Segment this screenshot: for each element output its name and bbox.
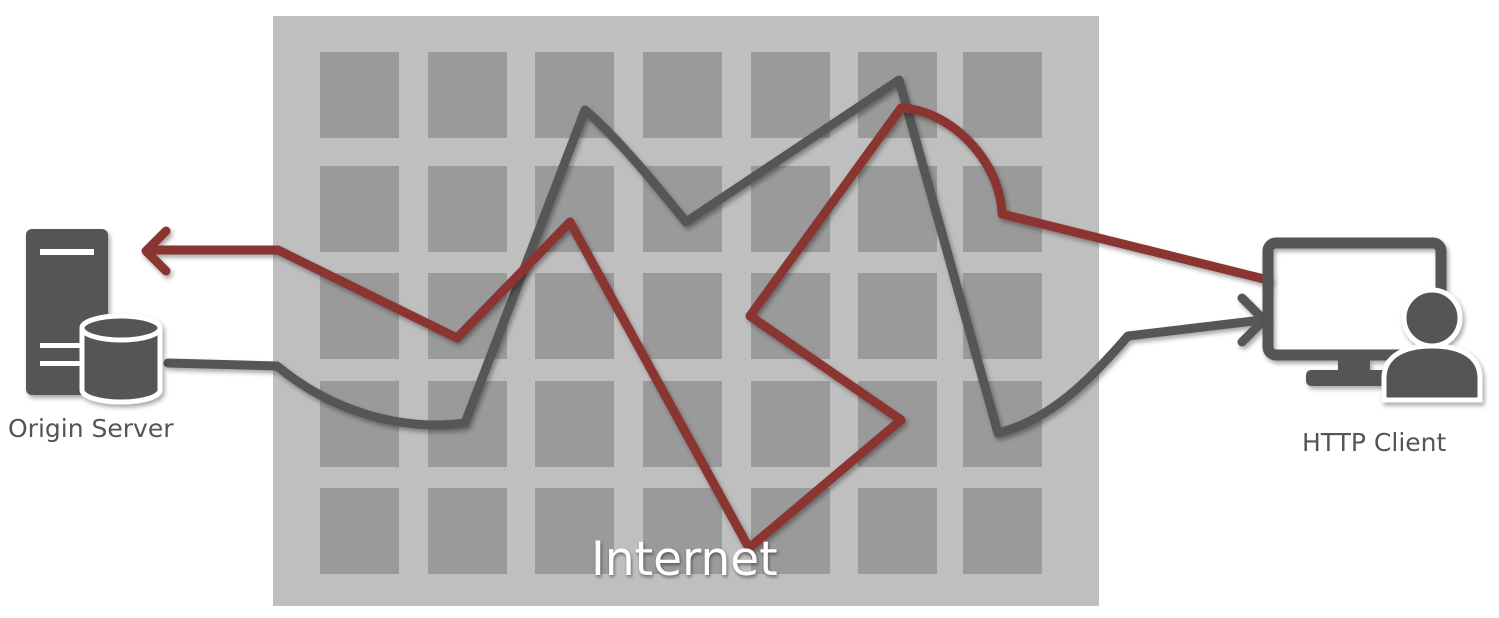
server-slot-icon [40, 343, 80, 348]
internet-label: Internet [591, 532, 778, 587]
response-path-line [143, 103, 1273, 553]
monitor-stand-icon [1338, 355, 1370, 373]
response-path [141, 103, 1273, 553]
internet-grid-cell [428, 52, 507, 138]
database-top-icon [79, 313, 163, 343]
response-arrowhead [141, 226, 171, 276]
internet-grid-cell [643, 52, 722, 138]
user-body-icon [1381, 343, 1483, 403]
server-slot-icon [40, 249, 94, 255]
internet-grid-cell [751, 166, 830, 252]
internet-grid-cell [428, 166, 507, 252]
user-head-icon [1401, 287, 1463, 349]
monitor-base-icon [1306, 370, 1404, 386]
internet-grid-cell [963, 52, 1042, 138]
origin-server-label: Origin Server [8, 414, 174, 443]
internet-grid-cell [428, 488, 507, 574]
internet-grid-cell [963, 488, 1042, 574]
internet-grid-cell [535, 381, 614, 467]
internet-grid-cell [858, 488, 937, 574]
server-with-database-icon [26, 229, 163, 405]
internet-grid-cell [643, 273, 722, 359]
internet-grid-cell [643, 488, 722, 574]
request-path-line [163, 75, 1267, 438]
internet-grid [320, 52, 1042, 574]
internet-grid-cell [320, 52, 399, 138]
server-slot-icon [40, 361, 80, 366]
monitor-with-user-icon [1262, 237, 1483, 403]
internet-grid-cell [751, 52, 830, 138]
http-client-label: HTTP Client [1302, 428, 1447, 457]
internet-grid-cell [751, 381, 830, 467]
internet-grid-cell [535, 488, 614, 574]
internet-grid-cell [320, 488, 399, 574]
internet-grid-cell [858, 273, 937, 359]
internet-grid-cell [320, 166, 399, 252]
